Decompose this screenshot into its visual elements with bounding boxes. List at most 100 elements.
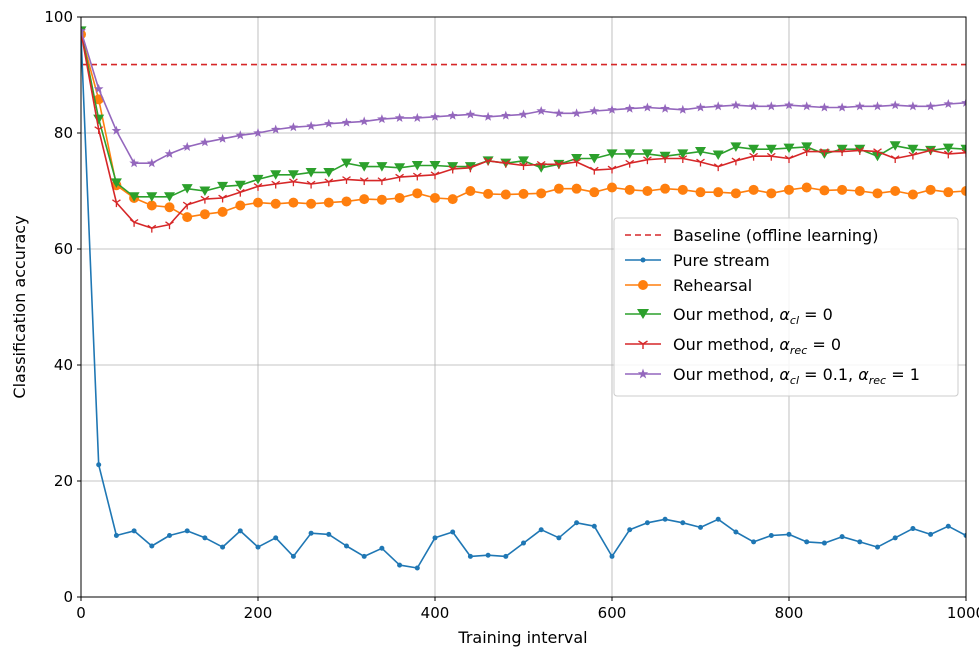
legend-prefix: Our method, xyxy=(673,335,779,354)
point-3-24 xyxy=(501,159,511,168)
legend-alpha: α xyxy=(779,305,790,324)
legend-prefix: Our method, xyxy=(673,365,779,384)
point-0-21 xyxy=(450,529,456,535)
point-3-27 xyxy=(554,160,564,169)
point-4-6 xyxy=(182,141,192,151)
point-1-32 xyxy=(642,186,653,196)
x-tick-label-600: 600 xyxy=(598,604,627,622)
point-1-24 xyxy=(500,189,511,200)
point-0-14 xyxy=(326,531,332,537)
point-3-47 xyxy=(908,151,918,160)
point-2-33 xyxy=(659,151,671,162)
point-0-12 xyxy=(290,553,296,559)
point-3-46 xyxy=(890,155,900,164)
legend-prefix: Our method, xyxy=(673,305,779,324)
point-3-29 xyxy=(589,166,599,175)
legend-sub-cl: cl xyxy=(790,314,799,327)
legend-label-method-arec0: Our method, αrec = 0 xyxy=(673,335,841,357)
point-1-50 xyxy=(961,186,966,196)
point-1-42 xyxy=(819,185,830,196)
point-3-36 xyxy=(713,163,723,172)
point-1-5 xyxy=(164,202,175,213)
point-1-28 xyxy=(571,183,582,194)
point-0-1 xyxy=(96,462,102,468)
point-3-8 xyxy=(218,194,227,203)
y-tick-label-60: 60 xyxy=(54,240,73,258)
point-4-45 xyxy=(872,101,883,111)
legend-item-method-full: Our method, αcl = 0.1, αrec = 1 xyxy=(625,365,920,387)
point-3-33 xyxy=(660,155,670,164)
point-2-11 xyxy=(270,170,282,180)
point-3-37 xyxy=(731,157,741,166)
point-1-30 xyxy=(607,182,617,193)
point-4-24 xyxy=(501,110,511,120)
point-3-11 xyxy=(271,180,281,189)
point-0-20 xyxy=(432,535,438,541)
legend-marker-method-acl0 xyxy=(637,309,649,319)
point-2-31 xyxy=(624,149,636,159)
legend-eq0: = 0 xyxy=(799,305,833,324)
point-2-47 xyxy=(907,144,919,155)
point-1-35 xyxy=(695,187,706,198)
point-2-7 xyxy=(199,186,211,196)
point-1-44 xyxy=(854,186,865,196)
point-0-30 xyxy=(609,553,615,559)
point-2-35 xyxy=(695,147,706,157)
point-2-14 xyxy=(323,167,335,178)
point-4-12 xyxy=(288,122,299,132)
point-0-26 xyxy=(538,527,544,533)
point-0-50 xyxy=(963,533,966,539)
legend-alpha: α xyxy=(858,365,869,384)
point-1-43 xyxy=(837,184,848,195)
point-4-27 xyxy=(554,108,564,118)
point-1-49 xyxy=(943,187,954,198)
point-4-19 xyxy=(412,112,423,122)
point-3-9 xyxy=(235,188,245,197)
point-0-32 xyxy=(644,520,650,526)
point-2-12 xyxy=(287,170,299,180)
point-4-44 xyxy=(855,101,865,111)
point-2-30 xyxy=(606,149,618,159)
point-4-16 xyxy=(359,116,369,126)
point-1-10 xyxy=(253,197,263,208)
series-1 xyxy=(81,29,966,223)
point-2-18 xyxy=(394,163,406,173)
point-2-25 xyxy=(518,156,529,166)
legend-label-method-acl0: Our method, αcl = 0 xyxy=(673,305,833,327)
point-3-44 xyxy=(855,147,865,155)
point-4-11 xyxy=(270,124,281,134)
point-4-21 xyxy=(447,110,458,120)
point-4-36 xyxy=(713,101,723,111)
legend-eq0: = 0 xyxy=(807,335,841,354)
point-0-13 xyxy=(308,530,314,536)
point-4-5 xyxy=(164,148,175,158)
point-3-28 xyxy=(572,158,581,167)
point-4-48 xyxy=(925,101,936,111)
point-4-25 xyxy=(518,109,529,119)
point-2-5 xyxy=(164,192,175,202)
point-3-35 xyxy=(696,158,705,167)
point-3-3 xyxy=(129,218,139,227)
point-4-18 xyxy=(394,112,405,122)
point-4-46 xyxy=(890,100,900,110)
point-3-14 xyxy=(324,178,334,187)
point-4-40 xyxy=(784,100,794,110)
point-4-15 xyxy=(341,117,352,127)
point-2-2 xyxy=(110,178,122,188)
point-0-48 xyxy=(928,531,934,537)
point-0-31 xyxy=(627,527,633,533)
point-3-10 xyxy=(253,183,263,191)
legend-marker-rehearsal xyxy=(638,280,648,290)
point-4-20 xyxy=(430,111,440,121)
point-0-5 xyxy=(167,533,172,539)
point-1-21 xyxy=(447,194,458,205)
point-3-21 xyxy=(448,165,458,174)
point-0-36 xyxy=(715,516,721,522)
point-0-2 xyxy=(113,533,119,539)
legend-sub-rec: rec xyxy=(869,374,886,387)
point-1-14 xyxy=(323,197,334,208)
point-0-45 xyxy=(875,544,880,550)
point-2-43 xyxy=(836,144,848,155)
point-0-49 xyxy=(945,523,951,529)
point-2-17 xyxy=(376,162,388,172)
